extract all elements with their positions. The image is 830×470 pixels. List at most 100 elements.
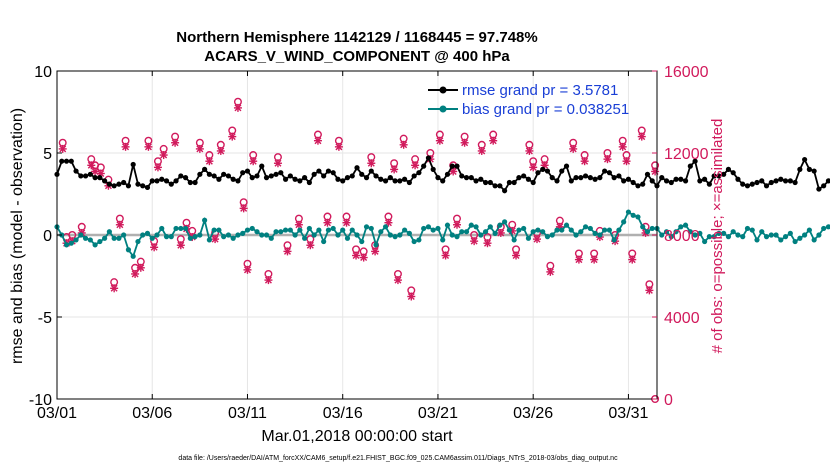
bias-point (463, 229, 470, 235)
bias-point (825, 224, 830, 230)
rmse-point (806, 166, 812, 172)
rmse-point (354, 165, 360, 171)
obs-assimilated-point (470, 237, 479, 246)
bias-point (668, 234, 674, 240)
rmse-point (411, 173, 417, 179)
obs-assimilated-point (529, 163, 538, 172)
bias-point (221, 234, 227, 240)
bias-point (602, 227, 608, 233)
x-tick-label: 03/26 (513, 405, 553, 422)
bias-point (402, 227, 408, 233)
obs-assimilated-point (651, 167, 660, 176)
rmse-point (730, 170, 736, 176)
obs-assimilated-point (496, 228, 505, 237)
bias-point (106, 229, 112, 235)
rmse-point (644, 171, 651, 177)
obs-assimilated-point (342, 218, 351, 227)
x-tick-label: 03/11 (228, 405, 267, 422)
rmse-point (544, 168, 551, 174)
rmse-point (97, 175, 103, 181)
obs-assimilated-point (121, 142, 130, 151)
obs-assimilated-point (441, 251, 450, 260)
bias-point (492, 230, 498, 236)
bias-point (454, 234, 460, 240)
bias-point (259, 232, 265, 238)
rmse-point (568, 178, 574, 184)
obs-assimilated-point (131, 269, 140, 278)
x-axis-label: Mar.01,2018 00:00:00 start (261, 428, 453, 445)
rmse-point (430, 166, 436, 172)
bias-point (806, 227, 812, 233)
bias-point (797, 235, 803, 241)
bias-point (611, 237, 617, 243)
legend-bias-label: bias grand pr = 0.038251 (462, 101, 629, 118)
rmse-point (511, 179, 517, 186)
rmse-point (802, 156, 808, 163)
rmse-point (173, 178, 179, 184)
bias-point (697, 230, 703, 236)
rmse-point (606, 170, 612, 176)
rmse-point (563, 163, 570, 169)
obs-assimilated-point (622, 157, 631, 166)
bias-point (630, 212, 636, 218)
rmse-point (473, 178, 479, 184)
bias-point (702, 238, 708, 245)
bias-point (744, 225, 751, 232)
rmse-point (349, 173, 355, 179)
rmse-point (797, 166, 803, 172)
rmse-point (144, 184, 151, 191)
bias-point (535, 227, 541, 233)
yr-tick-label: 12000 (664, 146, 709, 163)
data-file-footer: data file: /Users/raeder/DAI/ATM_forcXX/… (178, 455, 618, 462)
rmse-point (63, 158, 70, 164)
obs-assimilated-point (243, 265, 252, 274)
rmse-point (573, 175, 579, 181)
obs-assimilated-point (91, 167, 100, 176)
bias-point (449, 232, 455, 238)
legend-rmse-marker (439, 86, 447, 94)
rmse-point (721, 171, 727, 177)
obs-assimilated-point (323, 218, 332, 227)
rmse-point (59, 158, 65, 164)
y-tick-label: -5 (38, 310, 52, 327)
rmse-point (344, 175, 351, 181)
bias-point (244, 227, 251, 233)
rmse-point (106, 181, 112, 187)
rmse-point (487, 179, 493, 186)
rmse-point (221, 171, 227, 177)
obs-assimilated-point (574, 255, 583, 264)
rmse-point (782, 178, 789, 184)
rmse-point (254, 173, 260, 179)
rmse-point (111, 183, 117, 189)
rmse-point (187, 179, 193, 186)
rmse-point (697, 178, 703, 184)
rmse-point (530, 179, 536, 186)
bias-point (111, 235, 117, 241)
rmse-point (444, 171, 451, 177)
bias-point (821, 225, 827, 232)
chart-title-line-2: ACARS_V_WIND_COMPONENT @ 400 hPa (204, 48, 510, 65)
rmse-point (149, 178, 155, 184)
bias-point (68, 240, 74, 246)
obs-assimilated-point (294, 220, 303, 229)
rmse-point (92, 175, 98, 181)
bias-point (354, 232, 360, 238)
rmse-point (482, 179, 489, 186)
bias-point (644, 229, 651, 235)
rmse-point (740, 181, 746, 187)
bias-point (216, 227, 222, 233)
obs-assimilated-point (546, 267, 555, 276)
rmse-point (706, 181, 712, 187)
obs-assimilated-point (144, 142, 153, 151)
bias-point (97, 238, 103, 245)
x-tick-label: 03/21 (418, 405, 458, 422)
bias-point (378, 229, 384, 235)
bias-point (411, 238, 417, 245)
obs-assimilated-point (393, 276, 402, 285)
obs-assimilated-point (618, 142, 627, 151)
obs-assimilated-point (205, 157, 214, 166)
legend-bias-marker (439, 105, 447, 113)
rmse-point (516, 175, 522, 181)
bias-point (663, 229, 670, 235)
